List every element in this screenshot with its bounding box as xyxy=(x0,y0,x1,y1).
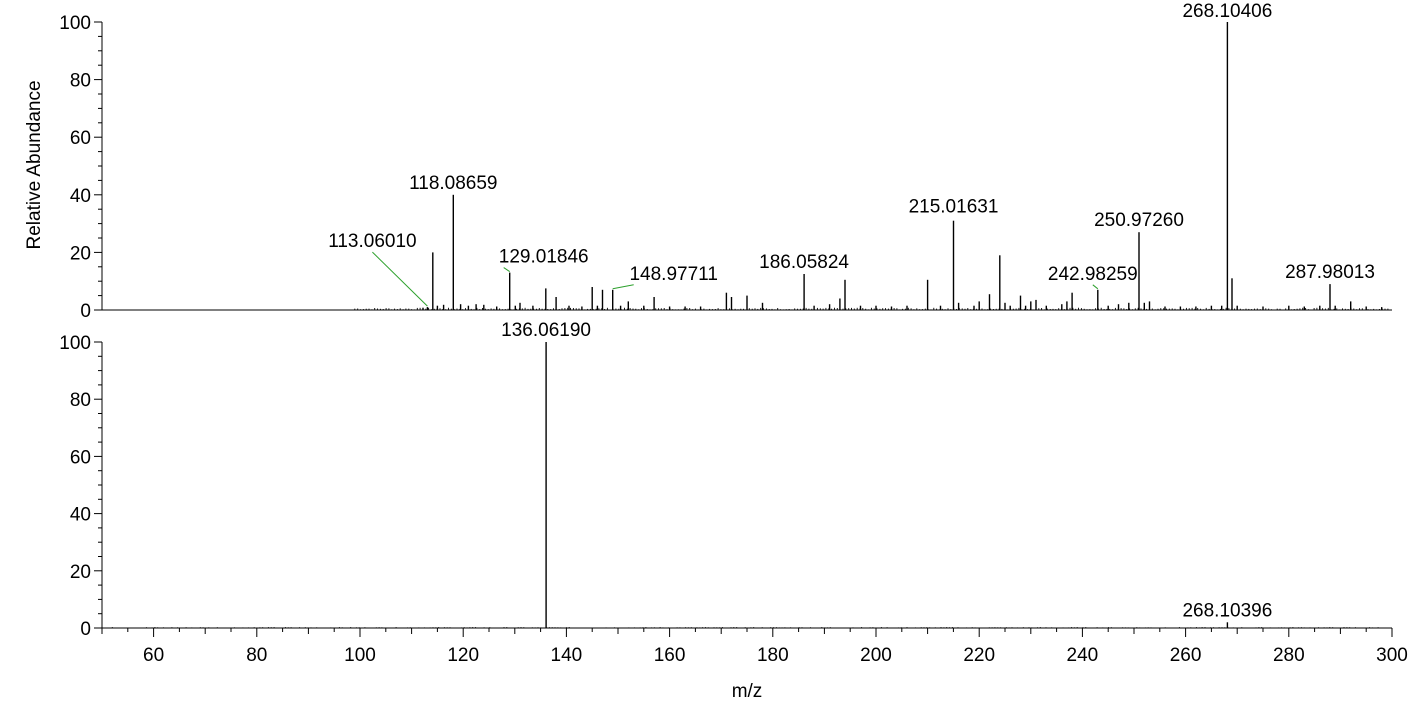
leader-line xyxy=(503,267,510,273)
x-tick-label: 140 xyxy=(551,645,583,666)
peak-label: 242.98259 xyxy=(1048,264,1138,285)
x-tick-label: 100 xyxy=(344,645,376,666)
y-tick-label: 60 xyxy=(70,447,91,468)
peak-label: 215.01631 xyxy=(909,197,999,218)
bottom-spectrum-panel: 0 20 40 60 80 100 136.06190 268.10396 xyxy=(59,320,1392,640)
x-tick-label: 260 xyxy=(1170,645,1202,666)
x-tick-label: 280 xyxy=(1273,645,1305,666)
y-tick-label: 20 xyxy=(70,562,91,583)
leader-line xyxy=(612,284,634,290)
y-tick-label: 100 xyxy=(59,13,91,34)
x-tick-label: 80 xyxy=(246,645,267,666)
y-tick-label: 100 xyxy=(59,333,91,354)
peak-label: 186.05824 xyxy=(759,252,849,273)
y-tick-label: 40 xyxy=(70,186,91,207)
peak-label: 113.06010 xyxy=(328,231,416,252)
y-tick-label: 0 xyxy=(80,619,91,640)
y-tick-label: 80 xyxy=(70,390,91,411)
x-tick-label: 240 xyxy=(1067,645,1099,666)
peak-label: 148.97711 xyxy=(629,264,717,285)
y-tick-label: 60 xyxy=(70,128,91,149)
y-tick-label: 40 xyxy=(70,505,91,526)
y-tick-label: 80 xyxy=(70,71,91,92)
peak-label: 129.01846 xyxy=(499,247,589,268)
x-axis-title: m/z xyxy=(732,681,763,702)
top-spectrum-panel: 0 20 40 60 80 100 113.06010 118.08659 129.01846 1… xyxy=(59,1,1392,322)
x-tick-label: 60 xyxy=(143,645,164,666)
peak-label: 118.08659 xyxy=(409,173,497,194)
x-tick-label: 220 xyxy=(963,645,995,666)
x-axis: 60 80 100 120 140 160 180 200 220 240 260 280 300 xyxy=(101,628,1408,666)
y-axis-title: Relative Abundance xyxy=(24,80,45,249)
peak-label: 250.97260 xyxy=(1094,210,1184,231)
peak-label: 268.10396 xyxy=(1182,600,1272,621)
x-tick-label: 160 xyxy=(654,645,686,666)
peak-label: 268.10406 xyxy=(1182,1,1272,22)
y-tick-label: 20 xyxy=(70,243,91,264)
x-tick-label: 120 xyxy=(447,645,479,666)
peak-label: 136.06190 xyxy=(501,320,591,341)
y-tick-label: 0 xyxy=(80,301,91,322)
peak-label: 287.98013 xyxy=(1285,262,1375,283)
leader-line xyxy=(1092,284,1099,290)
x-tick-label: 180 xyxy=(757,645,789,666)
x-tick-label: 300 xyxy=(1376,645,1408,666)
leader-line xyxy=(372,251,428,307)
x-tick-label: 200 xyxy=(860,645,892,666)
